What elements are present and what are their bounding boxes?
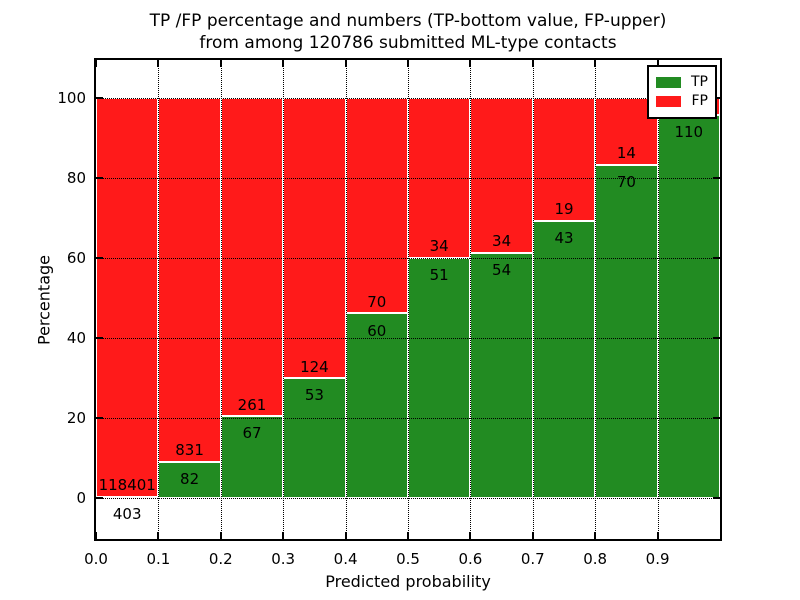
tick-x-top-0.5 [407, 60, 409, 67]
tick-x-bottom-0.5 [407, 532, 409, 539]
gridline-x-0.5 [408, 60, 409, 539]
bar-tp-0.4-0.5 [345, 313, 408, 498]
tick-y-left-80 [96, 177, 103, 179]
tick-y-right-40 [713, 337, 720, 339]
tick-y-right-0 [713, 497, 720, 499]
bar-tp-0.7-0.8 [532, 220, 596, 498]
tick-x-top-0.8 [594, 60, 597, 67]
gridline-x-0.3 [283, 60, 285, 539]
y-tick-label-0: 0 [76, 489, 86, 507]
tick-x-top-0.3 [282, 60, 285, 67]
gridline-x-0.7 [532, 60, 534, 539]
legend-entry-fp: FP [656, 93, 708, 110]
tick-x-top-0.7 [531, 60, 534, 67]
tick-y-right-60 [713, 257, 720, 259]
gridline-x-0.2 [220, 60, 222, 539]
tick-x-bottom-0.0 [95, 532, 97, 539]
x-tick-label-0.5: 0.5 [396, 550, 420, 568]
bar-tp-0.1-0.2 [158, 462, 221, 498]
tick-y-left-100 [96, 97, 103, 99]
legend: TP FP [647, 65, 717, 119]
bar-tp-0.3-0.4 [283, 378, 346, 498]
y-tick-label-80: 80 [66, 169, 86, 187]
tick-x-top-0.4 [344, 60, 347, 67]
legend-entry-tp: TP [656, 74, 708, 91]
tick-x-bottom-0.3 [282, 532, 285, 539]
y-tick-label-60: 60 [66, 249, 86, 267]
y-tick-label-100: 100 [57, 89, 86, 107]
gridline-x-0.9 [657, 60, 659, 539]
chart-title-line2: from among 120786 submitted ML-type cont… [199, 33, 617, 53]
legend-tp-swatch-icon [656, 77, 681, 88]
y-tick-label-40: 40 [66, 329, 86, 347]
bar-tp-0.9-1.0 [657, 115, 720, 498]
x-tick-label-0.9: 0.9 [645, 550, 670, 568]
bar-fp-0.6-0.7 [470, 98, 533, 253]
tick-y-left-60 [96, 257, 103, 259]
x-tick-label-0.0: 0.0 [84, 550, 108, 568]
x-tick-label-0.2: 0.2 [208, 550, 233, 568]
x-axis-label: Predicted probability [325, 572, 491, 591]
x-tick-label-0.8: 0.8 [583, 550, 608, 568]
tick-x-top-0.0 [95, 60, 97, 67]
bar-label-tp-0.0-0.1: 403 [112, 504, 142, 523]
legend-tp-label: TP [691, 74, 708, 90]
x-tick-label-0.3: 0.3 [271, 550, 296, 568]
gridline-x-0.4 [345, 60, 347, 539]
bar-tp-0.6-0.7 [470, 252, 533, 498]
tick-x-bottom-0.1 [157, 532, 160, 539]
chart-title: TP /FP percentage and numbers (TP-bottom… [150, 10, 667, 54]
bar-fp-0.0-0.1 [96, 98, 159, 497]
tick-x-bottom-0.6 [469, 532, 472, 539]
tick-x-bottom-0.4 [344, 532, 347, 539]
tick-y-right-80 [713, 177, 720, 179]
bar-tp-0.5-0.6 [408, 258, 471, 498]
x-tick-label-0.6: 0.6 [458, 550, 483, 568]
tick-x-top-0.1 [157, 60, 160, 67]
bar-fp-0.7-0.8 [532, 98, 596, 221]
tick-x-top-0.6 [469, 60, 472, 67]
x-tick-label-0.7: 0.7 [520, 550, 545, 568]
x-tick-label-0.1: 0.1 [146, 550, 171, 568]
plot-area: TP FP 118401 403 831 82 261 67 124 53 70 60 34 51 34… [94, 58, 722, 541]
tick-y-right-20 [713, 417, 720, 419]
tick-y-left-0 [96, 497, 103, 499]
tick-x-bottom-0.8 [594, 532, 597, 539]
legend-fp-label: FP [691, 93, 709, 109]
tick-x-top-0.2 [219, 60, 222, 67]
gridline-x-0.1 [158, 60, 160, 539]
tick-x-bottom-0.9 [656, 532, 659, 539]
legend-fp-swatch-icon [656, 96, 681, 107]
tick-x-top-0.9 [656, 60, 659, 67]
tick-x-bottom-0.2 [219, 532, 222, 539]
tick-x-bottom-0.7 [531, 532, 534, 539]
bar-fp-0.4-0.5 [345, 98, 408, 314]
x-tick-label-0.4: 0.4 [333, 550, 358, 568]
y-tick-label-20: 20 [66, 409, 86, 427]
gridline-x-0.8 [595, 60, 597, 539]
gridline-x-0.6 [470, 60, 472, 539]
bar-fp-0.1-0.2 [158, 98, 221, 463]
chart-title-line1: TP /FP percentage and numbers (TP-bottom… [149, 11, 667, 31]
bar-fp-0.2-0.3 [220, 98, 284, 417]
tick-y-left-20 [96, 417, 103, 419]
bar-tp-0.2-0.3 [220, 416, 284, 498]
bar-fp-0.3-0.4 [283, 98, 346, 379]
tick-y-left-40 [96, 337, 103, 339]
bar-tp-0.8-0.9 [595, 164, 658, 498]
